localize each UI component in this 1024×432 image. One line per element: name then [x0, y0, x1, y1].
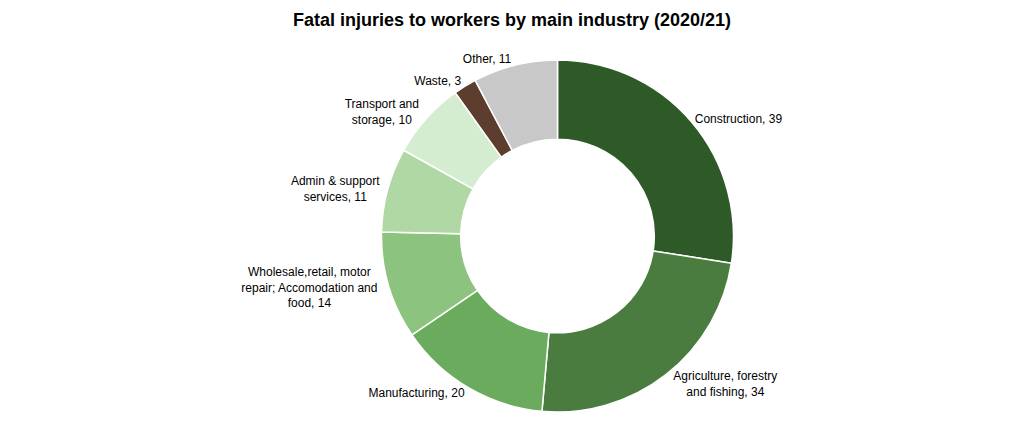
svg-text:Wholesale,retail, motorrepair;: Wholesale,retail, motorrepair; Accomodat…	[241, 265, 377, 310]
svg-text:Admin & supportservices, 11: Admin & supportservices, 11	[291, 174, 380, 204]
svg-text:Transport andstorage, 10: Transport andstorage, 10	[345, 97, 419, 127]
svg-text:Waste, 3: Waste, 3	[414, 74, 461, 88]
svg-text:Manufacturing, 20: Manufacturing, 20	[368, 386, 464, 400]
svg-text:Agriculture, forestryand fishi: Agriculture, forestryand fishing, 34	[673, 369, 777, 399]
svg-text:Other, 11: Other, 11	[463, 52, 512, 66]
svg-text:Fatal injuries to workers by m: Fatal injuries to workers by main indust…	[293, 10, 731, 30]
svg-text:Construction, 39: Construction, 39	[695, 112, 783, 126]
